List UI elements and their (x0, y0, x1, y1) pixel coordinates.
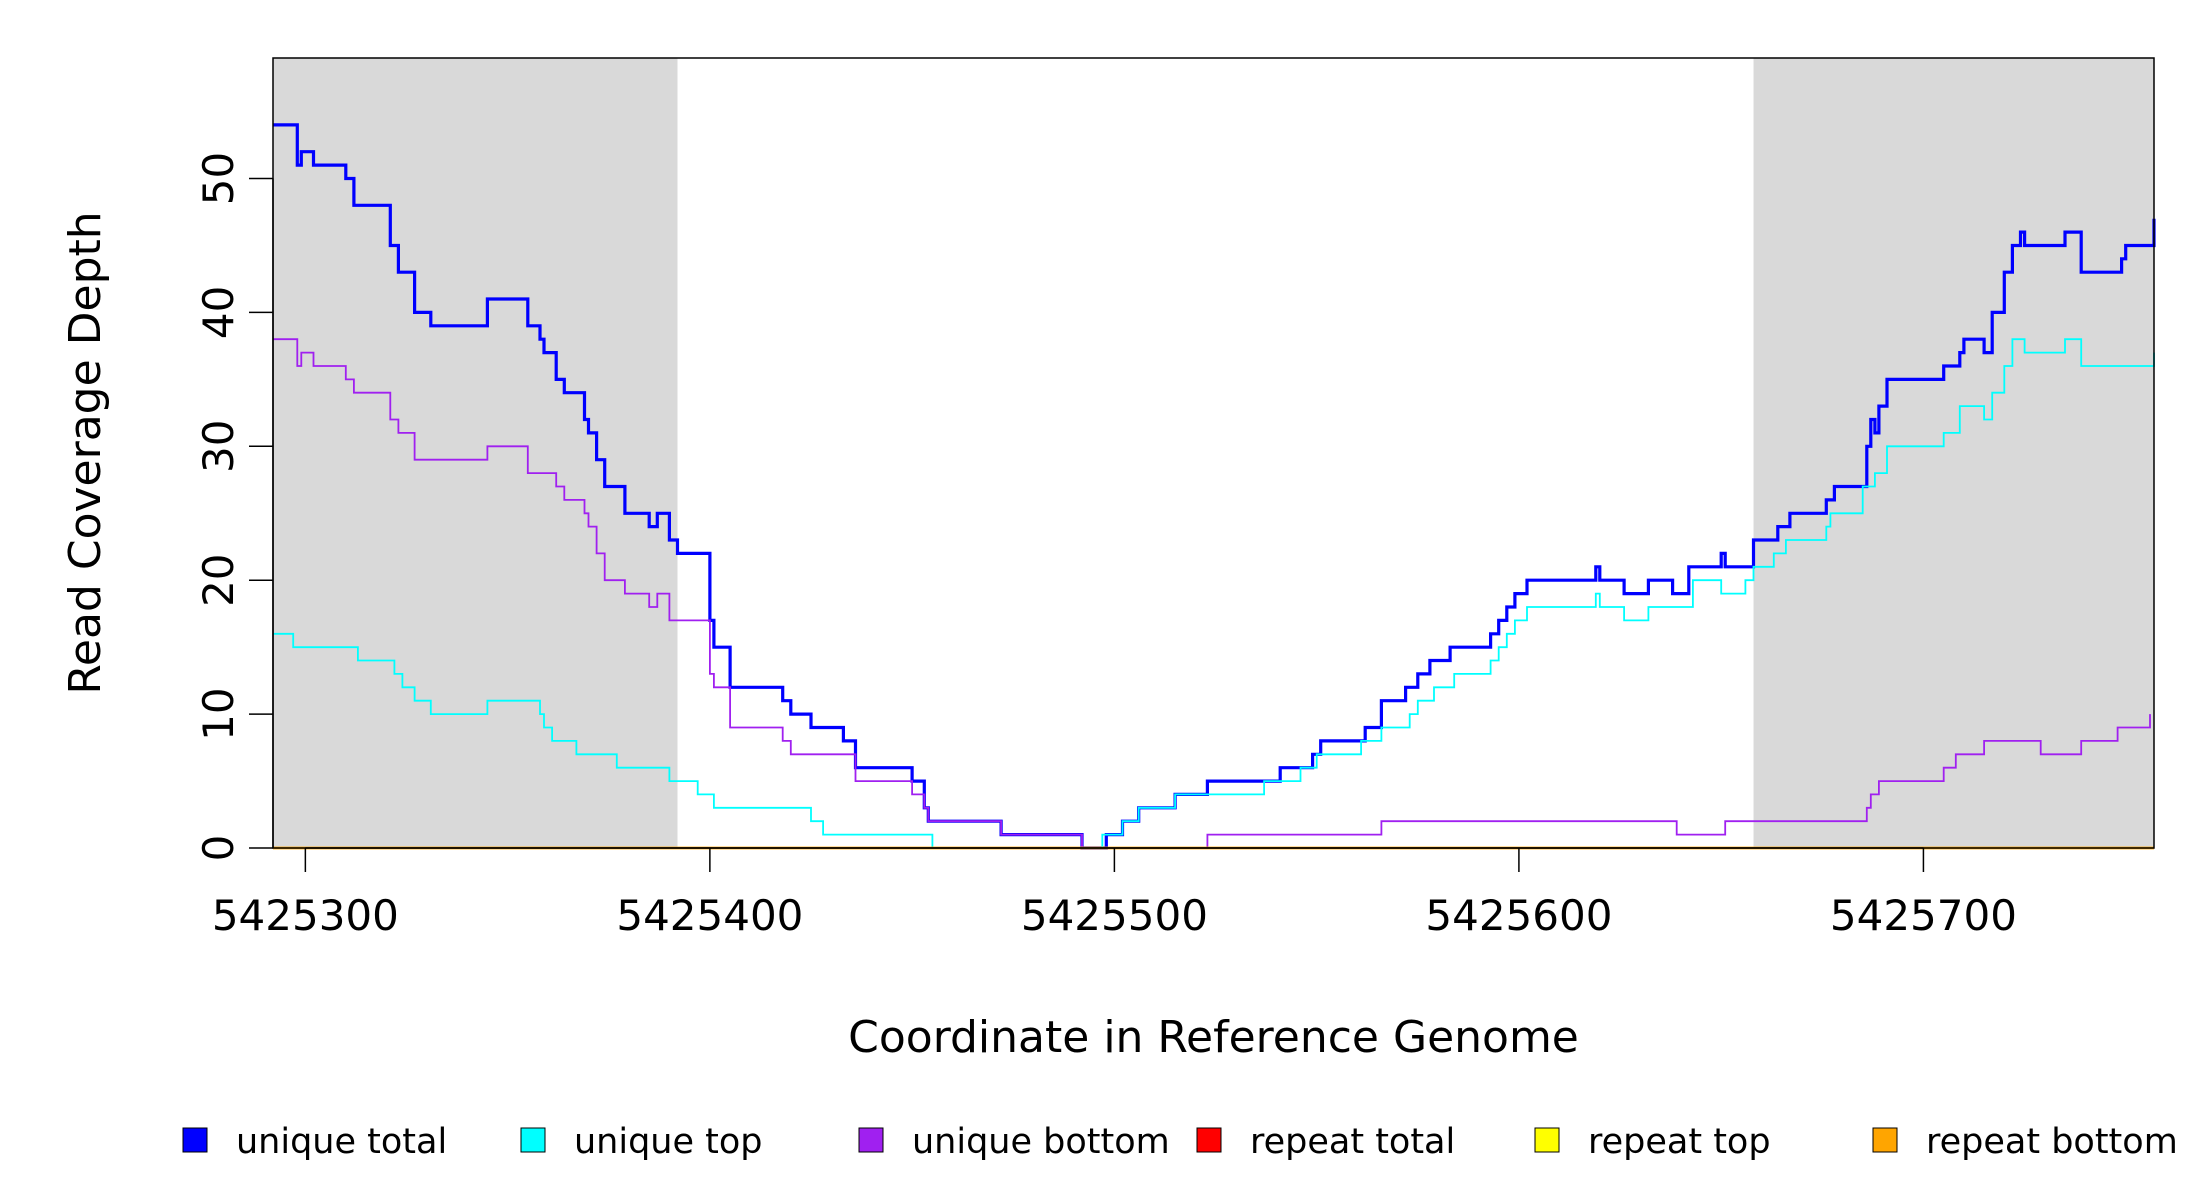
legend-swatch-repeat-total (1196, 1127, 1222, 1153)
y-tick-label: 40 (194, 286, 243, 339)
legend-label-repeat-total: repeat total (1250, 1122, 1455, 1162)
y-tick-label: 30 (194, 420, 243, 473)
y-tick-label: 50 (194, 152, 243, 205)
legend-label-unique-top: unique top (574, 1122, 763, 1162)
series-line-unique-total (273, 123, 2156, 850)
y-tick-label: 10 (194, 687, 243, 740)
axes: 5425300 5425400 5425500 5425600 5425700 0 10 20… (194, 152, 2017, 940)
x-tick-label: 5425700 (1830, 891, 2017, 940)
y-tick-label: 20 (194, 553, 243, 606)
shaded-region-1 (273, 58, 678, 848)
legend-swatch-unique-bottom (858, 1127, 884, 1153)
shaded-region-2 (1753, 58, 2154, 848)
x-axis-title: Coordinate in Reference Genome (848, 1012, 1579, 1063)
legend-swatch-unique-total (182, 1127, 208, 1153)
legend-label-repeat-top: repeat top (1588, 1122, 1771, 1162)
x-tick-label: 5425400 (616, 891, 803, 940)
x-tick-label: 5425500 (1021, 891, 1208, 940)
y-tick-label: 0 (194, 835, 243, 862)
shaded-regions (273, 58, 2154, 848)
x-tick-label: 5425600 (1425, 891, 1612, 940)
legend-label-repeat-bottom: repeat bottom (1926, 1122, 2178, 1162)
legend-swatch-repeat-top (1534, 1127, 1560, 1153)
legend-swatch-unique-top (520, 1127, 546, 1153)
legend-swatch-repeat-bottom (1872, 1127, 1898, 1153)
x-tick-label: 5425300 (212, 891, 399, 940)
legend-label-unique-total: unique total (236, 1122, 447, 1162)
legend-label-unique-bottom: unique bottom (912, 1122, 1170, 1162)
series-line-unique-top (273, 338, 2155, 849)
y-axis-title: Read Coverage Depth (60, 211, 111, 694)
legend: unique total unique top unique bottom repea… (182, 1122, 2178, 1162)
series-line-unique-bottom (273, 338, 2151, 849)
